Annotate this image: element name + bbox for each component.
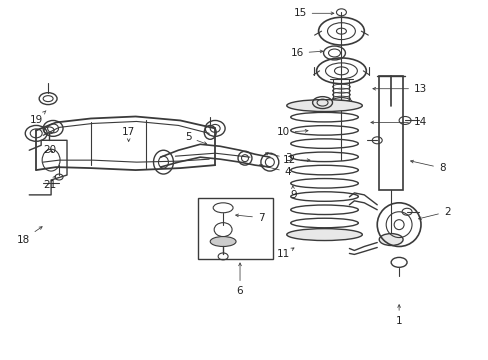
Ellipse shape (286, 100, 362, 112)
Text: 8: 8 (410, 160, 445, 173)
Text: 4: 4 (259, 164, 291, 177)
Bar (198, 198, 272, 260)
Text: 3: 3 (265, 152, 291, 163)
Bar (379, 76, 402, 190)
Text: 6: 6 (236, 263, 243, 296)
Text: 14: 14 (370, 117, 427, 127)
Text: 15: 15 (293, 8, 333, 18)
Text: 18: 18 (17, 227, 42, 244)
Text: 12: 12 (282, 155, 309, 165)
Text: 17: 17 (122, 127, 135, 141)
Text: 19: 19 (29, 111, 46, 126)
Text: 16: 16 (290, 48, 322, 58)
Text: 5: 5 (184, 132, 206, 144)
Ellipse shape (379, 234, 402, 246)
Ellipse shape (286, 229, 362, 240)
Text: 2: 2 (418, 207, 449, 220)
Text: 9: 9 (289, 186, 296, 200)
Text: 21: 21 (43, 176, 56, 190)
Text: 7: 7 (235, 213, 264, 223)
Text: 20: 20 (43, 145, 56, 155)
Text: 11: 11 (276, 248, 293, 260)
Text: 10: 10 (276, 127, 307, 138)
Text: 1: 1 (395, 305, 402, 326)
Text: 13: 13 (372, 84, 427, 94)
Ellipse shape (210, 237, 236, 247)
